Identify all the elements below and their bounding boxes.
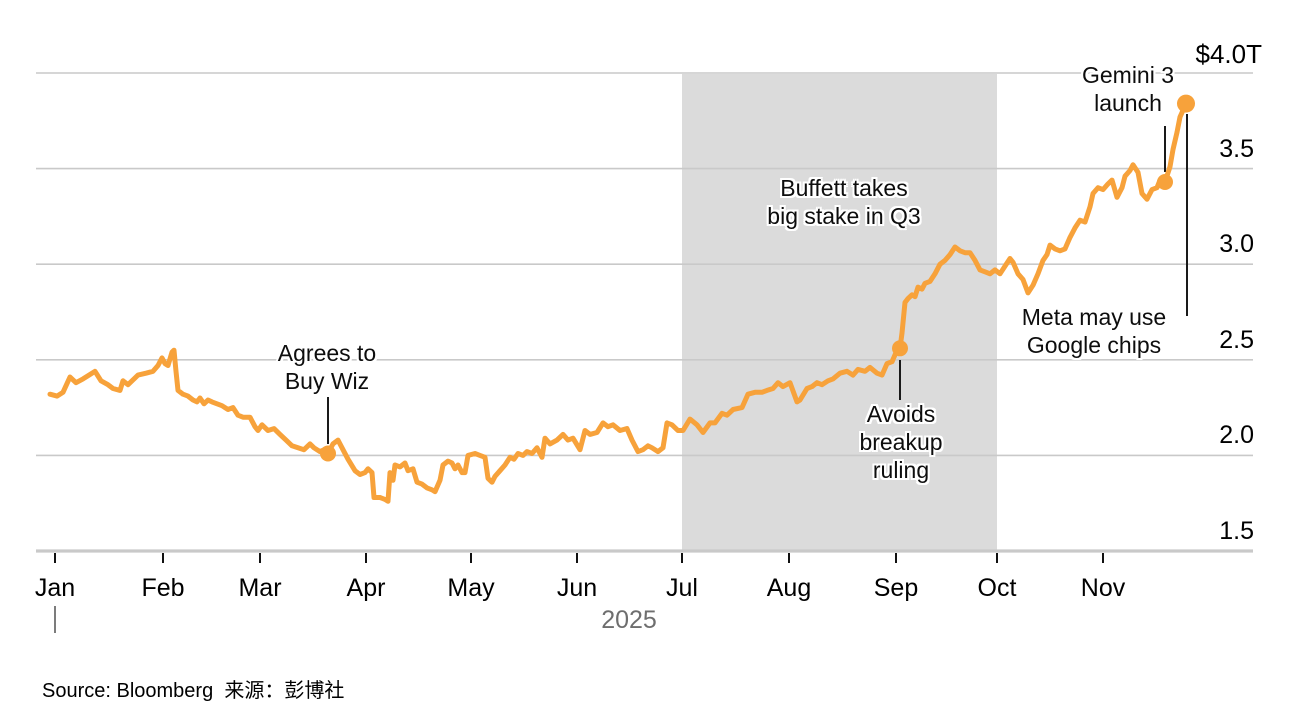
month-label: Jul <box>666 574 698 602</box>
annotation-text-breakup: Avoids <box>866 401 936 427</box>
month-label: Jan <box>34 574 76 602</box>
annotation-text-buffett: Buffett takes <box>780 175 908 201</box>
annotation-text-breakup: ruling <box>872 457 930 483</box>
y-axis-label: $4.0T <box>1195 39 1263 69</box>
month-label: Mar <box>238 574 282 602</box>
annotation-text-meta-chips: Meta may use <box>1021 304 1167 330</box>
annotation-text-breakup: breakup <box>859 429 943 455</box>
month-label: Nov <box>1080 574 1126 602</box>
y-axis-label: 3.5 <box>1219 134 1254 163</box>
event-marker <box>320 445 336 462</box>
y-axis-label: 2.0 <box>1219 421 1254 450</box>
month-label: Feb <box>141 574 185 602</box>
month-label: Jun <box>556 574 598 602</box>
month-label: Apr <box>346 574 386 602</box>
month-label: Oct <box>977 574 1017 602</box>
year-label: 2025 <box>601 606 657 634</box>
event-marker <box>1177 94 1195 113</box>
source-note: Source: Bloomberg 来源：彭博社 <box>42 680 345 702</box>
month-label: Sep <box>873 574 919 602</box>
annotation-text-gemini: launch <box>1094 90 1162 116</box>
annotation-text-wiz: Agrees to <box>277 340 377 366</box>
y-axis-label: 1.5 <box>1219 517 1254 545</box>
annotation-text-buffett: big stake in Q3 <box>767 203 921 229</box>
annotation-text-gemini: Gemini 3 <box>1081 62 1175 88</box>
event-marker <box>1157 174 1173 190</box>
month-label: May <box>447 574 495 602</box>
event-marker <box>892 340 908 357</box>
y-axis-label: 2.5 <box>1219 325 1254 354</box>
annotation-text-wiz: Buy Wiz <box>284 368 370 394</box>
y-axis-label: 3.0 <box>1219 230 1254 259</box>
series-line <box>47 101 1189 504</box>
month-label: Aug <box>766 574 812 602</box>
annotation-text-meta-chips: Google chips <box>1026 332 1162 358</box>
q3-highlight-band <box>682 74 997 551</box>
